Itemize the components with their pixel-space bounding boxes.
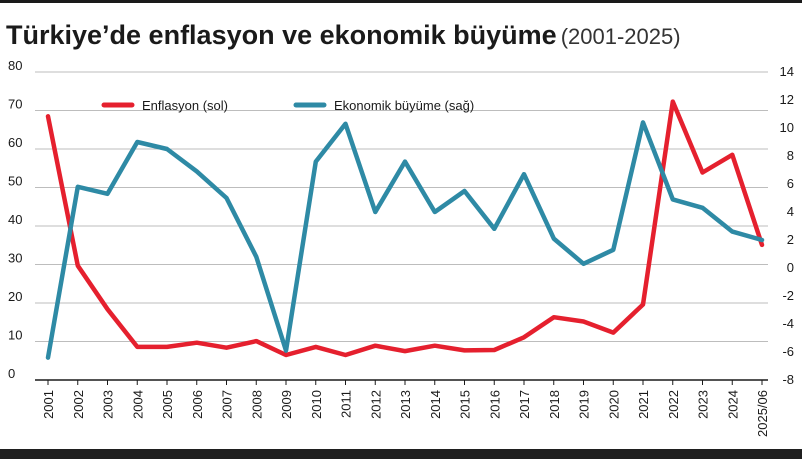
x-tick-label: 2022 [666,390,681,419]
x-tick-label: 2001 [41,390,56,419]
top-rule [0,0,802,3]
y-left-tick-label: 80 [8,58,22,73]
y-left-tick-label: 40 [8,212,22,227]
x-tick-label: 2019 [577,390,592,419]
x-tick-label: 2016 [487,390,502,419]
y-left-tick-label: 50 [8,174,22,189]
legend-label: Ekonomik büyüme (sağ) [334,98,474,113]
y-right-tick-label: 10 [780,120,794,135]
y-right-tick-label: 8 [787,148,794,163]
y-left-tick-label: 20 [8,289,22,304]
x-tick-label: 2025/06 [755,390,770,437]
x-tick-label: 2024 [725,390,740,419]
x-tick-label: 2015 [458,390,473,419]
x-tick-label: 2007 [220,390,235,419]
y-left-tick-label: 70 [8,97,22,112]
x-tick-label: 2002 [71,390,86,419]
x-tick-label: 2003 [101,390,116,419]
line-chart: 8070605040302010014121086420-2-4-6-82001… [8,58,794,437]
x-tick-label: 2023 [696,390,711,419]
chart-title-text: Türkiye’de enflasyon ve ekonomik büyüme [6,20,557,50]
y-right-tick-label: 0 [787,260,794,275]
x-tick-label: 2021 [636,390,651,419]
x-tick-label: 2017 [517,390,532,419]
y-right-tick-label: 4 [787,204,794,219]
y-right-tick-label: 12 [780,92,794,107]
x-tick-label: 2011 [339,390,354,418]
y-left-tick-label: 10 [8,328,22,343]
x-tick-label: 2004 [130,390,145,419]
legend-label: Enflasyon (sol) [142,98,228,113]
x-tick-label: 2010 [309,390,324,419]
y-right-tick-label: -4 [782,316,794,331]
series-line-inflation [45,99,765,358]
x-tick-label: 2008 [249,390,264,419]
chart-title: Türkiye’de enflasyon ve ekonomik büyüme(… [6,20,681,51]
y-right-tick-label: -8 [782,372,794,387]
y-right-tick-label: -2 [782,288,794,303]
x-tick-label: 2012 [368,390,383,419]
series-line-growth [45,120,765,360]
y-left-tick-label: 60 [8,135,22,150]
y-right-tick-label: -6 [782,344,794,359]
bottom-bar [0,449,802,459]
y-right-tick-label: 6 [787,176,794,191]
x-tick-label: 2014 [428,390,443,419]
x-tick-label: 2020 [606,390,621,419]
x-tick-label: 2006 [190,390,205,419]
y-right-tick-label: 2 [787,232,794,247]
chart-subtitle: (2001-2025) [560,24,681,49]
y-right-tick-label: 14 [780,64,794,79]
x-tick-label: 2009 [279,390,294,419]
x-tick-label: 2018 [547,390,562,419]
x-tick-label: 2013 [398,390,413,419]
y-left-tick-label: 30 [8,251,22,266]
y-left-tick-label: 0 [8,366,15,381]
x-tick-label: 2005 [160,390,175,419]
